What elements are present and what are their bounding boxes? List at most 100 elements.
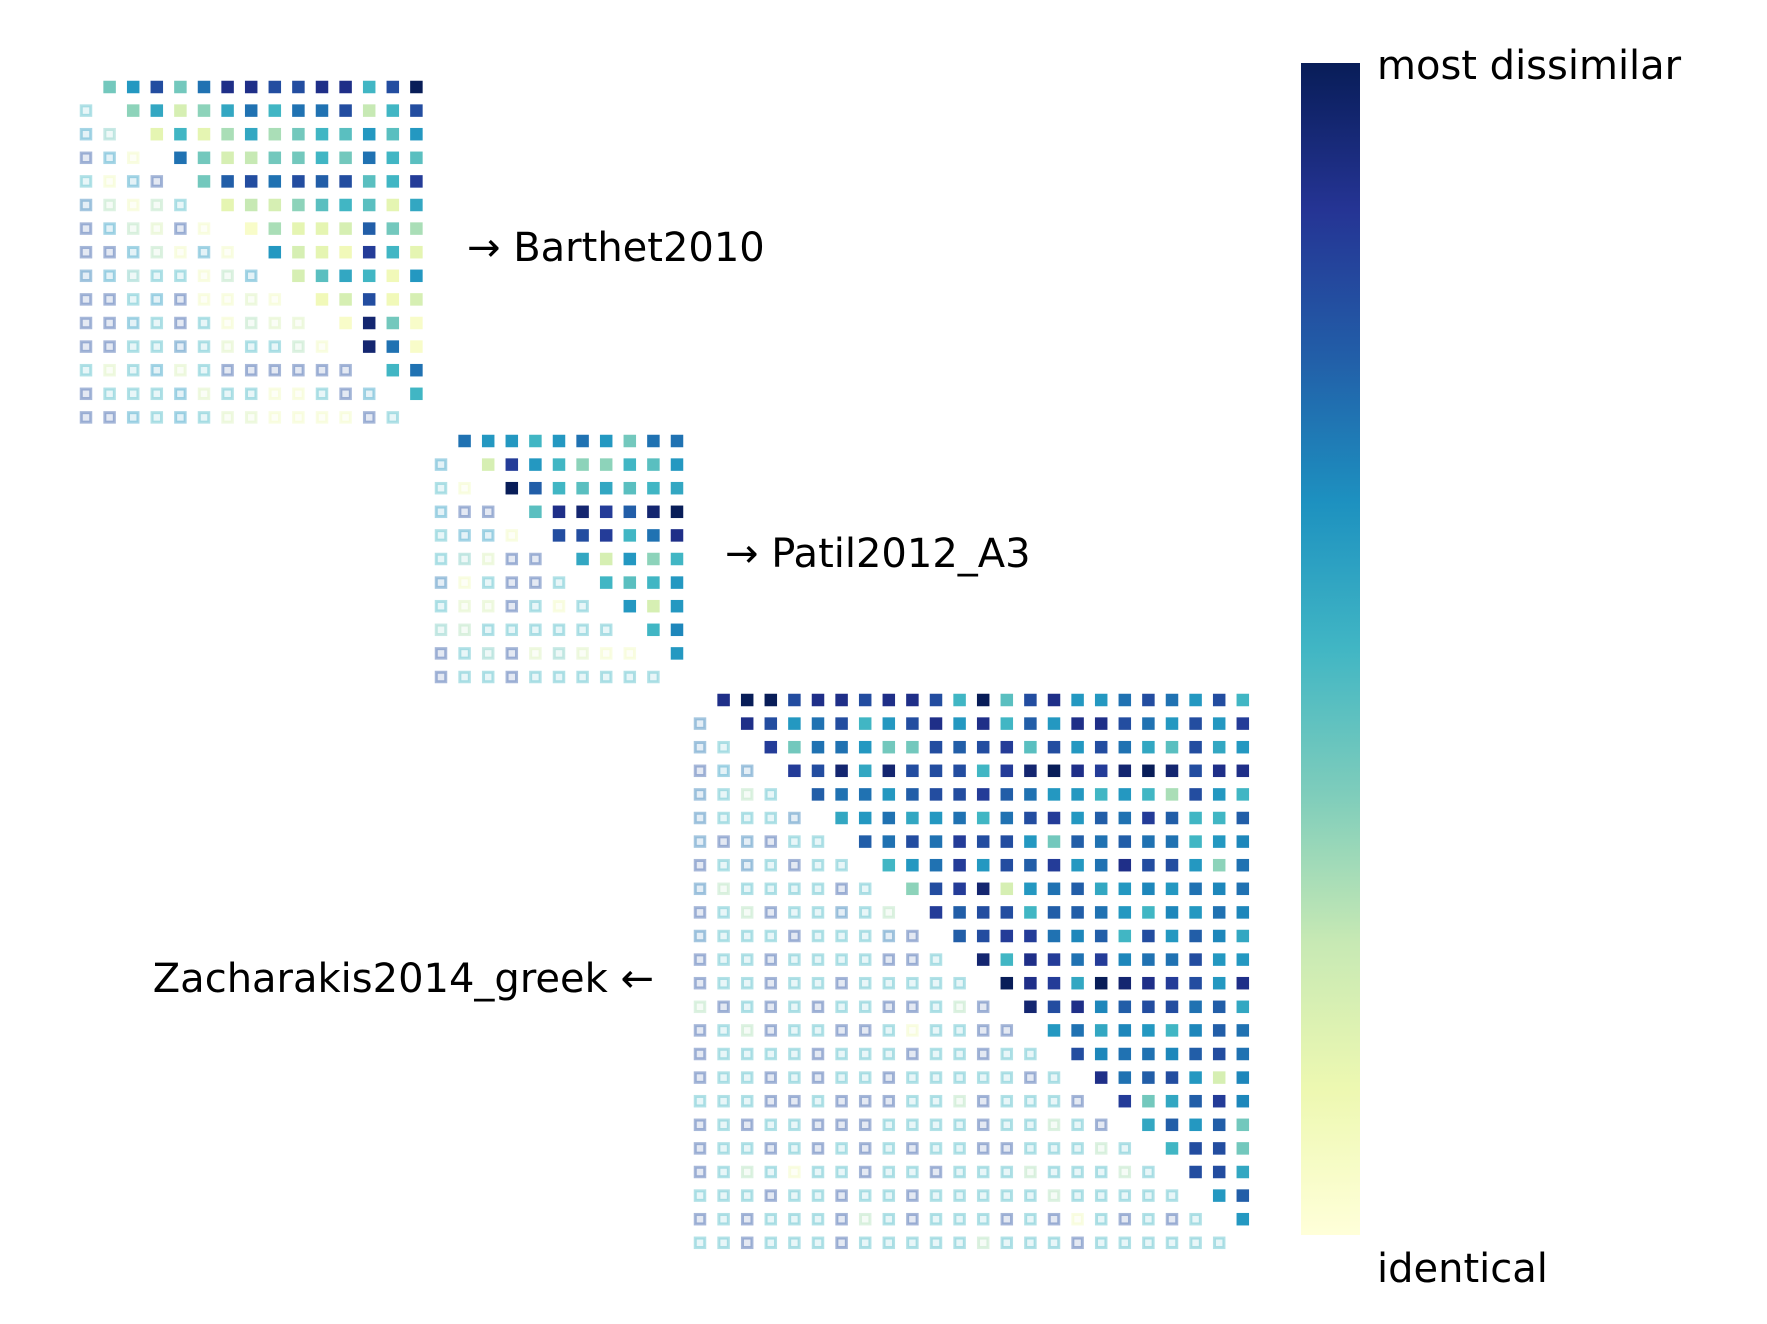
cell-lower	[929, 1000, 943, 1014]
cell-upper	[882, 693, 896, 707]
cell-lower	[882, 1142, 896, 1155]
cell-upper	[906, 882, 919, 896]
cell-upper	[1118, 717, 1132, 730]
cell-lower	[788, 1189, 801, 1202]
cell-lower	[244, 293, 258, 306]
cell-upper	[906, 858, 919, 872]
cell-lower	[976, 1000, 990, 1014]
cell-lower	[788, 882, 801, 896]
cell-upper	[1236, 953, 1250, 966]
cell-lower	[953, 1094, 966, 1108]
cell-upper	[1071, 929, 1084, 943]
cell-upper	[835, 693, 848, 707]
cell-lower	[953, 1142, 966, 1155]
cell-upper	[835, 788, 848, 801]
cell-upper	[976, 788, 990, 801]
cell-upper	[339, 222, 352, 235]
cell-upper	[1236, 1212, 1250, 1226]
cell-lower	[882, 1000, 896, 1014]
cell-lower	[434, 670, 448, 684]
cell-upper	[362, 175, 376, 188]
cell-upper	[1236, 835, 1250, 848]
cell-upper	[221, 151, 234, 165]
cell-upper	[576, 481, 589, 495]
cell-upper	[386, 340, 400, 353]
cell-lower	[811, 1118, 825, 1132]
cell-upper	[740, 717, 754, 730]
cell-upper	[268, 198, 282, 212]
cell-lower	[244, 387, 258, 401]
cell-upper	[1047, 740, 1061, 754]
cell-lower	[197, 245, 211, 259]
cell-lower	[1071, 1142, 1084, 1155]
cell-upper	[1047, 976, 1061, 990]
cell-lower	[244, 316, 258, 330]
cell-upper	[1118, 1000, 1132, 1014]
cell-upper	[362, 104, 376, 117]
cell-upper	[1071, 717, 1084, 730]
cell-upper	[953, 906, 966, 919]
cell-lower	[529, 647, 542, 660]
cell-upper	[1000, 811, 1014, 825]
cell-upper	[315, 151, 329, 165]
cell-lower	[1047, 1236, 1061, 1250]
cell-upper	[150, 80, 164, 94]
cell-lower	[552, 623, 566, 637]
cell-upper	[1000, 717, 1014, 730]
cell-upper	[1024, 811, 1037, 825]
cell-lower	[434, 647, 448, 660]
cell-upper	[174, 80, 187, 94]
cell-lower	[529, 552, 542, 566]
cell-upper	[953, 717, 966, 730]
cell-lower	[717, 1000, 730, 1014]
cell-lower	[764, 858, 778, 872]
cell-upper	[292, 104, 305, 117]
cell-lower	[434, 505, 448, 519]
cell-upper	[1236, 788, 1250, 801]
cell-lower	[1071, 1212, 1084, 1226]
cell-lower	[788, 1094, 801, 1108]
cell-lower	[221, 387, 234, 401]
cell-upper	[1236, 858, 1250, 872]
cell-lower	[150, 340, 164, 353]
cell-lower	[244, 269, 258, 283]
cell-upper	[1118, 811, 1132, 825]
cell-lower	[221, 411, 234, 424]
cell-upper	[1212, 1189, 1226, 1202]
cell-upper	[670, 505, 684, 519]
cell-lower	[174, 293, 187, 306]
cell-upper	[835, 764, 848, 778]
cell-upper	[906, 764, 919, 778]
cell-lower	[552, 599, 566, 613]
cell-lower	[126, 245, 140, 259]
cell-upper	[1142, 858, 1155, 872]
cell-lower	[953, 1212, 966, 1226]
cell-lower	[764, 1189, 778, 1202]
cell-lower	[811, 976, 825, 990]
cell-upper	[1000, 693, 1014, 707]
cell-upper	[1165, 1024, 1179, 1037]
cell-upper	[1165, 1094, 1179, 1108]
cell-upper	[835, 811, 848, 825]
cell-upper	[1142, 835, 1155, 848]
cell-lower	[339, 387, 352, 401]
cell-upper	[1236, 1118, 1250, 1132]
cell-lower	[1165, 1189, 1179, 1202]
cell-lower	[197, 340, 211, 353]
cell-lower	[858, 1236, 872, 1250]
cell-lower	[221, 269, 234, 283]
cell-lower	[79, 104, 93, 117]
cell-upper	[1094, 1047, 1108, 1061]
cell-upper	[764, 717, 778, 730]
cell-lower	[953, 1047, 966, 1061]
cell-upper	[1094, 788, 1108, 801]
cell-upper	[1142, 1071, 1155, 1084]
cell-upper	[315, 104, 329, 117]
cell-upper	[1236, 1024, 1250, 1037]
cell-upper	[362, 151, 376, 165]
cell-lower	[79, 269, 93, 283]
cell-upper	[929, 693, 943, 707]
cell-upper	[1094, 835, 1108, 848]
cell-lower	[858, 953, 872, 966]
